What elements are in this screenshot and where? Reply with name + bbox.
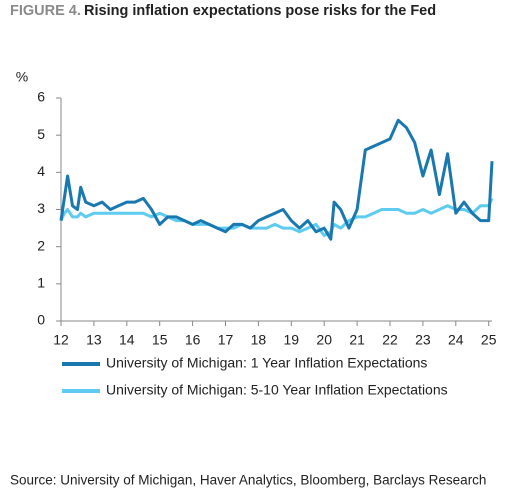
y-tick-label: 6	[37, 89, 45, 105]
x-tick-label: 25	[481, 332, 497, 348]
series-line	[59, 197, 494, 237]
x-tick-label: 23	[415, 332, 431, 348]
x-tick-label: 15	[152, 332, 168, 348]
x-tick-label: 22	[382, 332, 398, 348]
y-tick-label: 4	[37, 163, 45, 179]
x-tick-label: 14	[119, 332, 135, 348]
x-tick-label: 13	[86, 332, 102, 348]
x-tick-label: 24	[448, 332, 464, 348]
x-tick-label: 16	[185, 332, 201, 348]
series-line	[59, 118, 494, 241]
y-tick-label: 2	[37, 237, 45, 253]
x-tick-label: 12	[53, 332, 69, 348]
x-tick-label: 19	[284, 332, 300, 348]
x-tick-label: 17	[218, 332, 234, 348]
y-tick-label: 5	[37, 126, 45, 142]
source: Source: University of Michigan, Haver An…	[10, 473, 486, 488]
chart-title: Rising inflation expectations pose risks…	[84, 3, 436, 19]
x-tick-label: 18	[251, 332, 267, 348]
y-tick-label: 0	[37, 312, 45, 328]
legend-label: University of Michigan: 5-10 Year Inflat…	[106, 382, 448, 398]
y-tick-label: 3	[37, 200, 45, 216]
title-label: FIGURE 4.	[10, 3, 81, 19]
y-tick-label: 1	[37, 275, 45, 291]
legend-label: University of Michigan: 1 Year Inflation…	[106, 355, 427, 371]
x-tick-label: 21	[349, 332, 365, 348]
x-tick-label: 20	[316, 332, 332, 348]
y-axis-label: %	[16, 69, 28, 85]
